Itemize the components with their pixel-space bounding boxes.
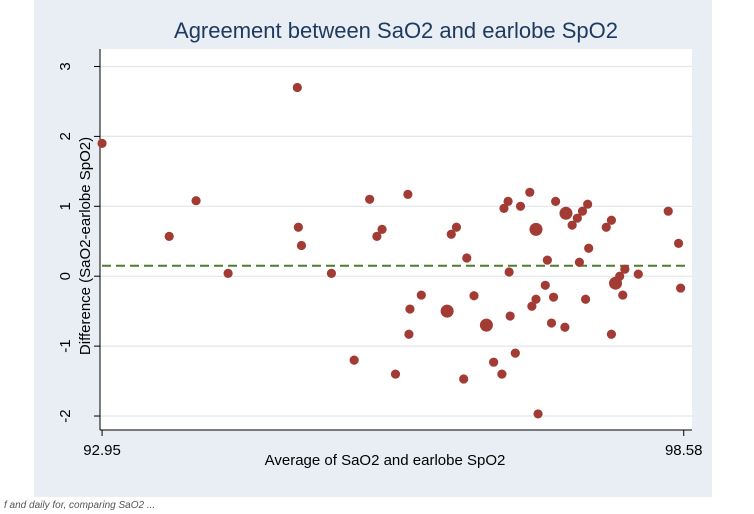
x-axis-label: Average of SaO2 and earlobe SpO2: [265, 452, 506, 469]
data-point: [326, 268, 337, 279]
data-point: [296, 240, 307, 251]
data-point: [560, 322, 570, 332]
data-point: [601, 222, 611, 232]
data-point: [440, 304, 454, 318]
data-point: [606, 329, 617, 339]
data-point: [504, 267, 514, 277]
data-point: [505, 311, 515, 321]
data-point: [293, 222, 303, 232]
chart-frame: Agreement between SaO2 and earlobe SpO2 …: [34, 0, 712, 497]
data-point: [584, 243, 594, 253]
data-point: [365, 194, 375, 204]
y-tick-label: 2: [57, 132, 74, 140]
y-axis-ticks: -2 -1 0 1 2 3: [57, 62, 100, 423]
data-point: [527, 301, 537, 311]
data-point: [404, 329, 414, 339]
data-point: [574, 257, 584, 267]
data-point: [462, 253, 472, 263]
data-point: [551, 196, 561, 206]
data-point: [559, 206, 573, 220]
data-point: [479, 318, 493, 332]
data-point: [583, 199, 593, 209]
plot-area: [100, 49, 692, 430]
data-point: [349, 355, 359, 365]
data-point: [489, 357, 499, 367]
y-tick-label: -1: [57, 339, 74, 352]
data-point: [529, 222, 543, 236]
data-point: [403, 189, 413, 200]
data-point: [542, 255, 552, 265]
bland-altman-chart: Agreement between SaO2 and earlobe SpO2 …: [57, 18, 703, 469]
x-tick-label: 98.58: [665, 442, 703, 459]
y-tick-label: 3: [57, 62, 74, 70]
figure-caption: f and daily for, comparing SaO2 ...: [4, 500, 156, 511]
data-point: [97, 138, 107, 148]
y-tick-label: 1: [57, 202, 74, 210]
data-point: [548, 292, 559, 302]
data-point: [533, 409, 543, 419]
data-point: [618, 290, 628, 300]
data-point: [191, 196, 201, 206]
data-point: [606, 215, 617, 225]
data-point: [377, 224, 387, 234]
chart-title: Agreement between SaO2 and earlobe SpO2: [174, 18, 618, 43]
y-tick-label: 0: [57, 272, 74, 280]
data-point: [451, 222, 462, 232]
data-point: [164, 231, 174, 241]
data-point: [469, 291, 479, 301]
data-point: [663, 206, 673, 216]
data-point: [531, 294, 541, 304]
data-point: [390, 369, 401, 379]
data-point: [372, 231, 382, 241]
data-point: [673, 238, 684, 248]
data-point: [503, 196, 513, 206]
data-point: [405, 304, 415, 314]
data-point: [510, 348, 520, 358]
data-point: [459, 374, 469, 384]
data-point: [515, 201, 526, 211]
data-point: [292, 82, 302, 93]
data-point: [577, 206, 588, 216]
data-points: [97, 82, 686, 419]
data-point: [572, 213, 582, 223]
data-point: [546, 318, 557, 328]
data-point: [620, 264, 630, 274]
data-point: [540, 280, 550, 290]
data-point: [676, 283, 686, 293]
x-axis-ticks: 92.95 98.58: [83, 430, 703, 459]
x-tick-label: 92.95: [83, 442, 121, 459]
data-point: [497, 369, 507, 379]
data-point: [446, 229, 456, 239]
data-point: [499, 203, 509, 213]
data-point: [416, 290, 426, 300]
grid-lines: [100, 65, 692, 417]
y-tick-label: -2: [57, 409, 74, 422]
data-point: [580, 294, 591, 304]
y-axis-label: Difference (SaO2-earlobe SpO2): [77, 137, 94, 355]
data-point: [223, 268, 233, 279]
data-point: [633, 269, 643, 279]
data-point: [525, 187, 535, 197]
data-point: [615, 271, 625, 281]
data-point: [567, 220, 577, 230]
